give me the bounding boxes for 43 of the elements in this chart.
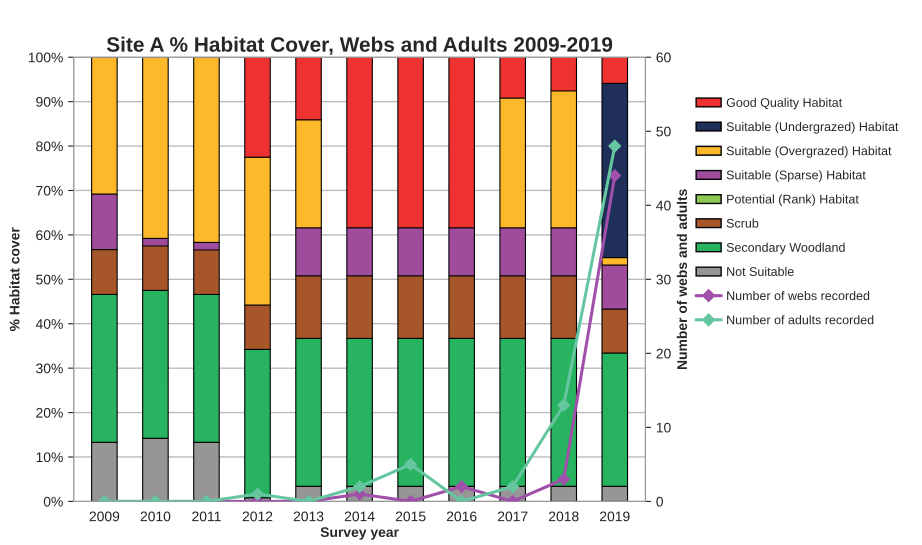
x-tick-label: 2014 xyxy=(344,511,375,522)
y2-tick-label: 20 xyxy=(656,348,671,359)
y-tick-label: 100% xyxy=(28,52,63,62)
y-tick-label: 80% xyxy=(36,141,63,152)
y2-tick-label: 50 xyxy=(656,126,671,136)
y2-tick-label: 40 xyxy=(656,200,671,210)
x-axis-title: Survey year xyxy=(320,527,399,540)
legend-label: Not Suitable xyxy=(727,266,794,276)
x-tick-label: 2017 xyxy=(498,511,528,522)
x-tick-label: 2011 xyxy=(192,511,221,522)
legend-label: Good Quality Habitat xyxy=(726,98,842,110)
x-tick-label: 2013 xyxy=(294,511,324,522)
y-tick-label: 70% xyxy=(36,186,63,196)
legend-label: Suitable (Sparse) Habitat xyxy=(726,170,866,182)
y2-axis-title: Number of webs and adults xyxy=(676,189,688,370)
legend-label: Number of webs recorded xyxy=(727,290,870,300)
y-tick-label: 10% xyxy=(36,452,63,462)
x-tick-label: 2012 xyxy=(242,511,272,522)
y-tick-label: 90% xyxy=(36,96,63,107)
y-tick-label: 60% xyxy=(36,230,63,240)
y2-tick-label: 0 xyxy=(656,496,663,507)
y-tick-label: 30% xyxy=(36,363,63,374)
y-tick-label: 20% xyxy=(36,408,63,418)
x-tick-label: 2010 xyxy=(140,511,170,522)
y-tick-label: 50% xyxy=(36,274,63,284)
y2-tick-label: 10 xyxy=(656,422,671,433)
y-tick-label: 40% xyxy=(36,319,63,329)
x-tick-label: 2009 xyxy=(90,511,120,522)
x-tick-label: 2019 xyxy=(600,511,630,522)
x-tick-label: 2016 xyxy=(446,511,476,522)
legend-label: Suitable (Undergrazed) Habitat xyxy=(726,122,898,134)
x-tick-label: 2015 xyxy=(396,511,426,522)
x-tick-label: 2018 xyxy=(548,511,579,522)
y-axis-title: % Habitat cover xyxy=(9,227,20,332)
legend-label: Number of adults recorded xyxy=(727,315,874,324)
y-tick-label: 0% xyxy=(44,496,63,507)
legend-label: Suitable (Overgrazed) Habitat xyxy=(726,146,892,158)
chart-title: Site A % Habitat Cover, Webs and Adults 2009-2019 xyxy=(106,36,612,55)
legend-label: Secondary Woodland xyxy=(726,242,845,254)
legend-label: Scrub xyxy=(726,218,758,228)
legend-label: Potential (Rank) Habitat xyxy=(727,194,859,206)
y2-tick-label: 30 xyxy=(656,274,671,284)
y2-tick-label: 60 xyxy=(656,52,671,62)
